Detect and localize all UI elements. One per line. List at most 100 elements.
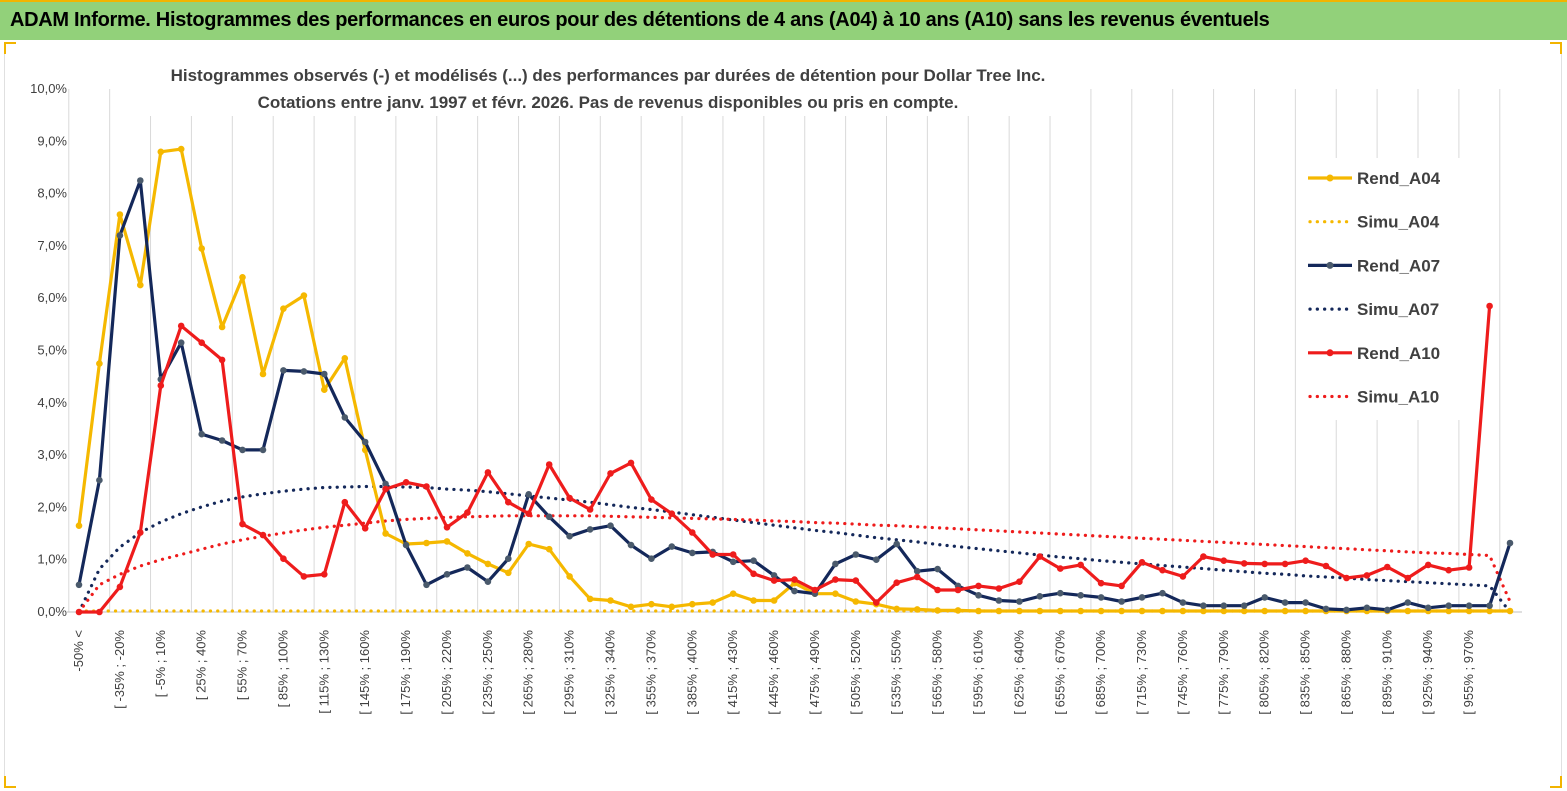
data-point-Rend_A07: [382, 480, 389, 488]
legend-marker-Rend_A04: [1326, 174, 1334, 182]
data-point-Rend_A10: [116, 583, 124, 591]
report-banner: ADAM Informe. Histogrammes des performan…: [0, 0, 1567, 40]
x-tick-label: [ 685% ; 700%: [1093, 630, 1108, 715]
data-point-Rend_A10: [832, 576, 839, 583]
data-point-Rend_A10: [1322, 562, 1330, 570]
data-point-Rend_A04: [1159, 607, 1166, 615]
data-point-Rend_A04: [607, 597, 614, 604]
data-point-Rend_A04: [484, 560, 492, 568]
y-tick-label: 2,0%: [37, 499, 67, 514]
data-point-Rend_A10: [975, 582, 982, 590]
y-tick-label: 4,0%: [37, 395, 67, 410]
chart-subtitle: Cotations entre janv. 1997 et févr. 2026…: [258, 93, 959, 112]
y-tick-label: 10,0%: [30, 81, 67, 96]
legend-label-Simu_A10: Simu_A10: [1357, 388, 1439, 407]
data-point-Rend_A04: [729, 590, 737, 597]
data-point-Rend_A10: [1036, 553, 1044, 560]
data-point-Rend_A07: [443, 571, 451, 578]
data-point-Rend_A07: [321, 370, 328, 378]
data-point-Rend_A07: [116, 232, 124, 239]
x-tick-label: [ 955% ; 970%: [1461, 630, 1476, 715]
data-point-Rend_A10: [443, 524, 451, 531]
data-point-Rend_A10: [96, 608, 103, 616]
data-point-Rend_A10: [1179, 573, 1187, 580]
data-point-Rend_A04: [689, 600, 696, 608]
y-tick-label: 1,0%: [37, 552, 67, 567]
legend: Rend_A04 Simu_A04 Rend_A07 Simu_A07 Rend_A10…: [1296, 158, 1468, 420]
data-point-Rend_A04: [586, 595, 594, 603]
y-tick-label: 6,0%: [37, 290, 67, 305]
data-point-Rend_A04: [995, 607, 1003, 615]
data-point-Rend_A10: [586, 506, 594, 513]
data-point-Rend_A10: [852, 577, 860, 584]
legend-label-Simu_A04: Simu_A04: [1357, 213, 1440, 232]
data-point-Rend_A04: [832, 590, 839, 597]
data-point-Rend_A10: [607, 470, 614, 477]
data-point-Rend_A04: [1057, 607, 1064, 615]
data-point-Rend_A07: [423, 581, 430, 589]
data-point-Rend_A10: [1200, 553, 1207, 560]
data-point-Rend_A07: [770, 572, 778, 579]
frame-corner-bottom-right: [1550, 776, 1562, 788]
data-point-Rend_A07: [1200, 602, 1207, 609]
chart-frame: [4, 42, 1562, 788]
data-point-Rend_A04: [1077, 607, 1084, 615]
data-point-Rend_A07: [1486, 602, 1493, 609]
x-tick-label: [ 475% ; 490%: [807, 630, 822, 715]
data-point-Rend_A07: [239, 446, 246, 454]
x-tick-label: [ 265% ; 280%: [521, 630, 536, 715]
data-point-Rend_A04: [1281, 607, 1289, 615]
data-point-Rend_A04: [1506, 607, 1514, 615]
data-point-Rend_A04: [1200, 607, 1207, 615]
data-point-Rend_A10: [729, 551, 737, 558]
x-tick-label: [ 655% ; 670%: [1052, 630, 1067, 715]
axis-layer: 0,0% 1,0% 2,0% 3,0% 4,0% 5,0% 6,0% 7,0% 8,0% 9,0%…: [30, 81, 1522, 715]
data-point-Rend_A10: [300, 573, 308, 580]
data-point-Rend_A04: [1445, 607, 1452, 615]
data-point-Rend_A04: [116, 211, 124, 218]
data-point-Rend_A04: [137, 281, 144, 289]
data-point-Rend_A07: [913, 567, 921, 575]
data-point-Rend_A07: [259, 446, 267, 454]
data-point-Rend_A04: [1404, 607, 1412, 615]
data-point-Rend_A04: [259, 370, 267, 378]
data-point-Rend_A07: [607, 522, 614, 529]
data-point-Rend_A04: [545, 545, 553, 553]
data-point-Rend_A04: [934, 607, 941, 614]
x-tick-label: [ 115% ; 130%: [316, 630, 331, 714]
data-point-Rend_A07: [218, 437, 226, 444]
frame-corner-bottom-left: [4, 776, 16, 788]
data-point-Rend_A04: [525, 540, 532, 548]
data-point-Rend_A04: [300, 292, 308, 299]
x-tick-label: [ 625% ; 640%: [1011, 630, 1026, 715]
legend-label-Rend_A07: Rend_A07: [1357, 256, 1440, 275]
frame-corner-top-right: [1550, 42, 1562, 54]
data-point-Rend_A07: [545, 513, 553, 521]
data-point-Rend_A07: [689, 549, 696, 557]
data-point-Rend_A10: [1384, 563, 1391, 571]
data-point-Rend_A07: [1261, 594, 1268, 601]
x-tick-label: [ 205% ; 220%: [439, 630, 454, 715]
data-point-Rend_A07: [361, 438, 369, 446]
data-point-Rend_A04: [1220, 607, 1228, 615]
data-point-Rend_A04: [1138, 607, 1146, 615]
data-point-Rend_A07: [852, 551, 860, 558]
data-point-Rend_A04: [852, 598, 860, 605]
data-point-Rend_A10: [954, 586, 962, 594]
x-tick-label: [ 715% ; 730%: [1134, 630, 1149, 715]
legend-label-Rend_A10: Rend_A10: [1357, 344, 1440, 363]
data-point-Rend_A07: [1363, 604, 1371, 612]
data-point-Rend_A10: [382, 485, 389, 493]
data-point-Rend_A10: [75, 608, 83, 616]
data-point-Rend_A10: [873, 599, 880, 606]
data-point-Rend_A10: [1138, 559, 1146, 566]
data-point-Rend_A07: [1506, 539, 1514, 547]
data-point-Rend_A07: [280, 367, 287, 374]
data-point-Rend_A10: [1363, 572, 1371, 579]
data-point-Rend_A04: [382, 530, 389, 537]
data-point-Rend_A04: [627, 603, 635, 611]
data-point-Rend_A07: [791, 587, 798, 595]
data-point-Rend_A10: [913, 573, 921, 581]
data-point-Rend_A10: [750, 570, 757, 578]
